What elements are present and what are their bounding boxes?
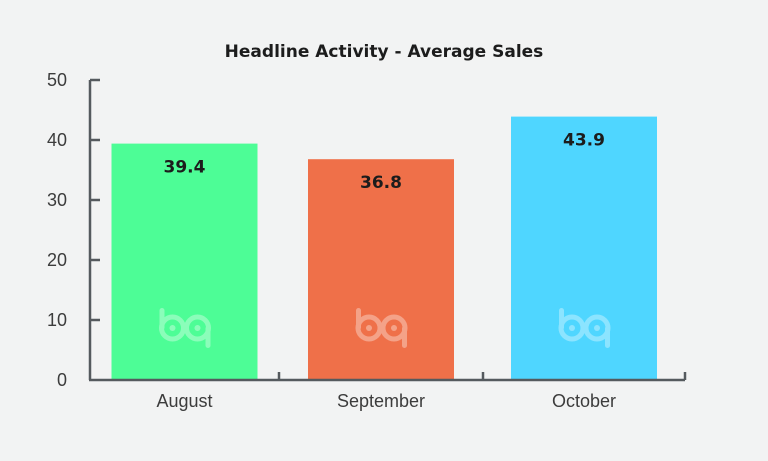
bp-logo-watermark	[355, 308, 408, 348]
y-tick-label: 10	[47, 310, 67, 330]
y-tick-label: 20	[47, 250, 67, 270]
data-label-september: 36.8	[360, 173, 402, 193]
y-tick-label: 30	[47, 190, 67, 210]
bp-logo-watermark	[159, 308, 211, 348]
chart-title: Headline Activity - Average Sales	[225, 42, 544, 62]
bar-september	[308, 159, 454, 380]
bp-logo-watermark	[558, 308, 611, 348]
x-tick-label-september: September	[337, 391, 425, 411]
x-tick-label-august: August	[156, 391, 212, 411]
bar-october	[511, 116, 657, 380]
data-label-october: 43.9	[563, 131, 605, 151]
y-tick-label: 0	[57, 370, 67, 390]
data-label-august: 39.4	[164, 158, 206, 178]
y-tick-label: 50	[47, 70, 67, 90]
bar-august	[111, 143, 258, 380]
y-tick-label: 40	[47, 130, 67, 150]
axes-group: August September October 0 10 20 30 40 50	[47, 70, 687, 411]
x-tick-label-october: October	[552, 391, 616, 411]
bars-group: 39.4 36.8 43.9	[111, 116, 657, 380]
